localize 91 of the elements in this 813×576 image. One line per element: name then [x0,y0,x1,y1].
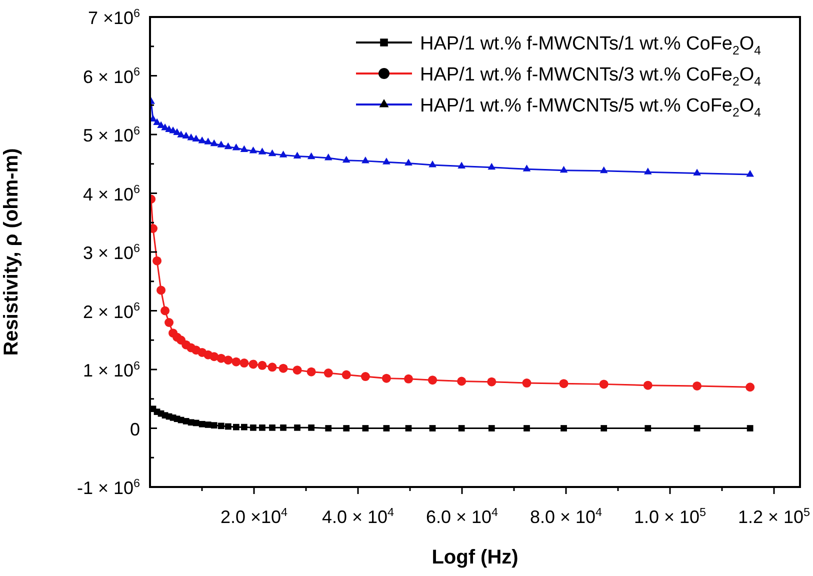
point [240,358,249,368]
point [487,377,496,386]
point [522,164,531,172]
point [192,134,200,142]
point [343,425,350,432]
x-axis-title: Logf (Hz) [432,546,518,569]
point [600,425,608,432]
point [150,114,157,122]
point [325,425,332,432]
point [240,145,248,152]
point [150,224,158,233]
point [224,142,232,150]
point [600,166,608,174]
point [559,379,568,388]
point [429,425,436,432]
point [360,372,370,382]
point [198,420,206,428]
point [308,424,314,431]
point [258,148,266,154]
y-axis-title: Resistivity, ρ (ohm-m) [0,148,23,356]
point [164,318,174,327]
point [694,425,700,432]
point [457,376,466,386]
point [268,149,276,156]
point [269,424,276,431]
point [404,158,412,166]
point [258,360,267,370]
point [383,425,390,432]
point [405,425,412,432]
point [292,366,302,375]
point [382,158,390,164]
point [307,152,316,160]
point [362,425,369,432]
point [488,162,496,170]
point [488,425,495,432]
point [153,118,161,125]
point [278,364,288,373]
point [218,422,224,430]
point [746,425,754,432]
point [250,424,256,431]
point [217,140,226,148]
point [268,362,277,372]
point [293,152,302,158]
point [746,170,754,177]
point [259,424,266,431]
point [198,136,206,144]
point [382,374,391,383]
point [560,166,568,173]
point [152,256,162,266]
point [280,424,286,431]
point [232,357,241,366]
y-tick-label: 0 [130,419,140,440]
point [306,367,316,376]
point [192,420,200,426]
point [204,138,212,144]
point [249,146,258,154]
point [362,156,370,164]
point [692,381,702,390]
point [693,168,701,176]
point [204,422,212,428]
point [560,425,567,432]
point [182,132,190,139]
point [522,378,532,388]
point [240,424,248,430]
point [210,139,218,146]
point [160,306,170,316]
point [187,134,195,140]
point [644,168,652,174]
point [342,370,351,380]
point [248,360,258,369]
point [458,162,466,168]
point [746,382,755,392]
point [404,374,413,384]
point [232,424,240,430]
point [279,150,288,158]
point [599,380,608,389]
point [224,423,232,430]
point [294,424,300,431]
point [224,356,233,365]
point [324,154,332,160]
point [644,425,652,432]
point [324,368,333,378]
point [643,380,652,390]
point [342,156,350,163]
point [458,425,465,432]
point [232,144,240,150]
point [524,425,530,432]
point [210,422,218,428]
point [428,376,438,385]
point [428,160,436,168]
point [156,286,166,295]
